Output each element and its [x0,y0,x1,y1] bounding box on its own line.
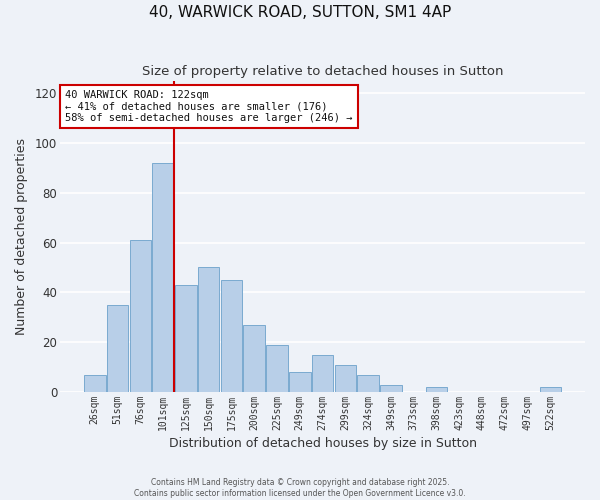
Text: Contains HM Land Registry data © Crown copyright and database right 2025.
Contai: Contains HM Land Registry data © Crown c… [134,478,466,498]
Bar [152,163,174,392]
Bar [84,374,106,392]
Text: 40 WARWICK ROAD: 122sqm
← 41% of detached houses are smaller (176)
58% of semi-d: 40 WARWICK ROAD: 122sqm ← 41% of detache… [65,90,353,123]
Bar [425,387,447,392]
Bar [539,387,561,392]
Text: 40, WARWICK ROAD, SUTTON, SM1 4AP: 40, WARWICK ROAD, SUTTON, SM1 4AP [149,5,451,20]
Bar [244,324,265,392]
Y-axis label: Number of detached properties: Number of detached properties [15,138,28,335]
Bar [335,364,356,392]
Bar [357,374,379,392]
X-axis label: Distribution of detached houses by size in Sutton: Distribution of detached houses by size … [169,437,476,450]
Bar [175,285,197,392]
Bar [312,354,334,392]
Bar [130,240,151,392]
Bar [289,372,311,392]
Title: Size of property relative to detached houses in Sutton: Size of property relative to detached ho… [142,65,503,78]
Bar [198,268,220,392]
Bar [380,384,401,392]
Bar [107,305,128,392]
Bar [266,344,288,392]
Bar [221,280,242,392]
